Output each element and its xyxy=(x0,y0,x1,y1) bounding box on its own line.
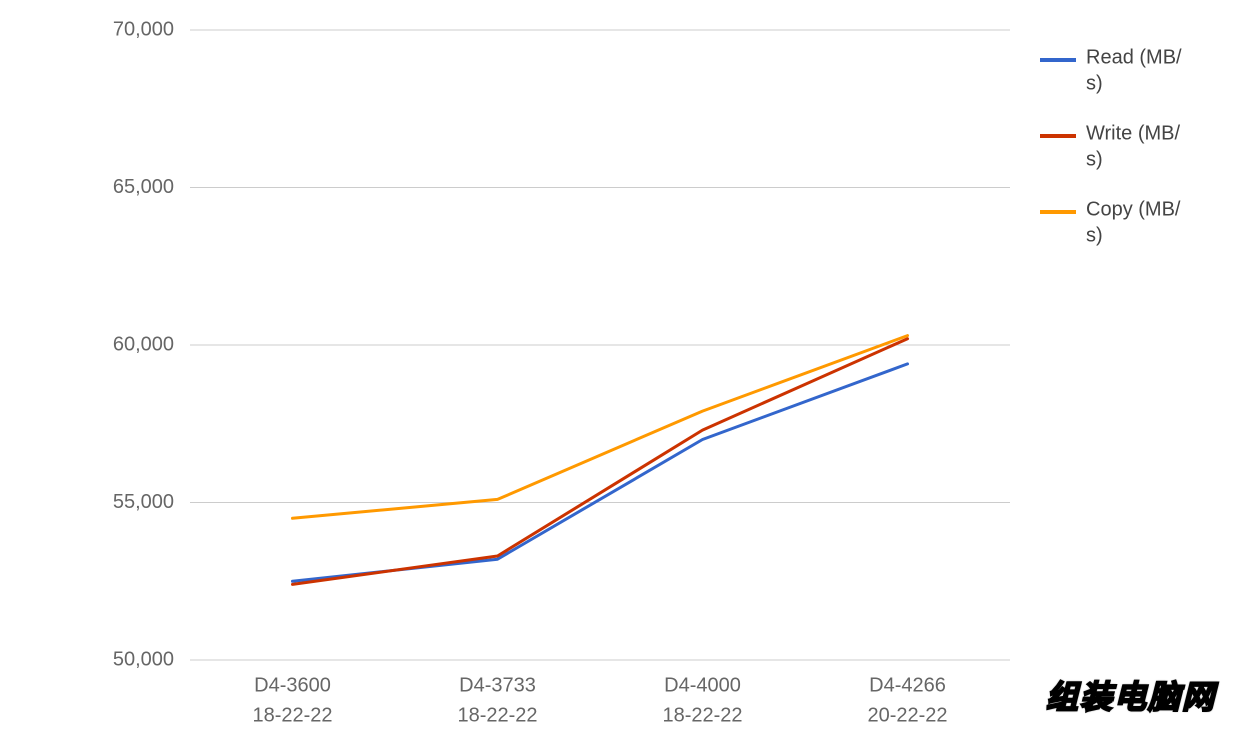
legend-label: s) xyxy=(1086,225,1103,247)
legend-label: Copy (MB/ xyxy=(1086,199,1181,221)
chart-svg: 50,000 55,000 60,000 65,000 70,000 D4-3600 18-… xyxy=(0,0,1236,744)
x-axis-tick-label-line1: D4-4000 xyxy=(664,675,741,697)
y-axis-tick-label: 50,000 xyxy=(113,648,174,670)
y-axis-tick-label: 65,000 xyxy=(113,176,174,198)
legend-label: Read (MB/ xyxy=(1086,47,1182,69)
x-axis-tick-label-line1: D4-3600 xyxy=(254,675,331,697)
series-line xyxy=(293,364,908,581)
legend-label: Write (MB/ xyxy=(1086,123,1181,145)
y-axis-tick-label: 70,000 xyxy=(113,18,174,40)
series-line xyxy=(293,339,908,585)
x-axis-tick-label-line2: 20-22-22 xyxy=(867,705,947,727)
legend-label: s) xyxy=(1086,73,1103,95)
x-axis-tick-label-line2: 18-22-22 xyxy=(457,705,537,727)
x-axis-tick-label-line2: 18-22-22 xyxy=(252,705,332,727)
legend-label: s) xyxy=(1086,149,1103,171)
x-axis-tick-label-line2: 18-22-22 xyxy=(662,705,742,727)
series-line xyxy=(293,336,908,519)
y-axis-tick-label: 55,000 xyxy=(113,491,174,513)
x-axis-tick-label-line1: D4-3733 xyxy=(459,675,536,697)
x-axis-tick-label-line1: D4-4266 xyxy=(869,675,946,697)
y-axis-tick-label: 60,000 xyxy=(113,333,174,355)
memory-bandwidth-line-chart: 50,000 55,000 60,000 65,000 70,000 D4-3600 18-… xyxy=(0,0,1236,744)
